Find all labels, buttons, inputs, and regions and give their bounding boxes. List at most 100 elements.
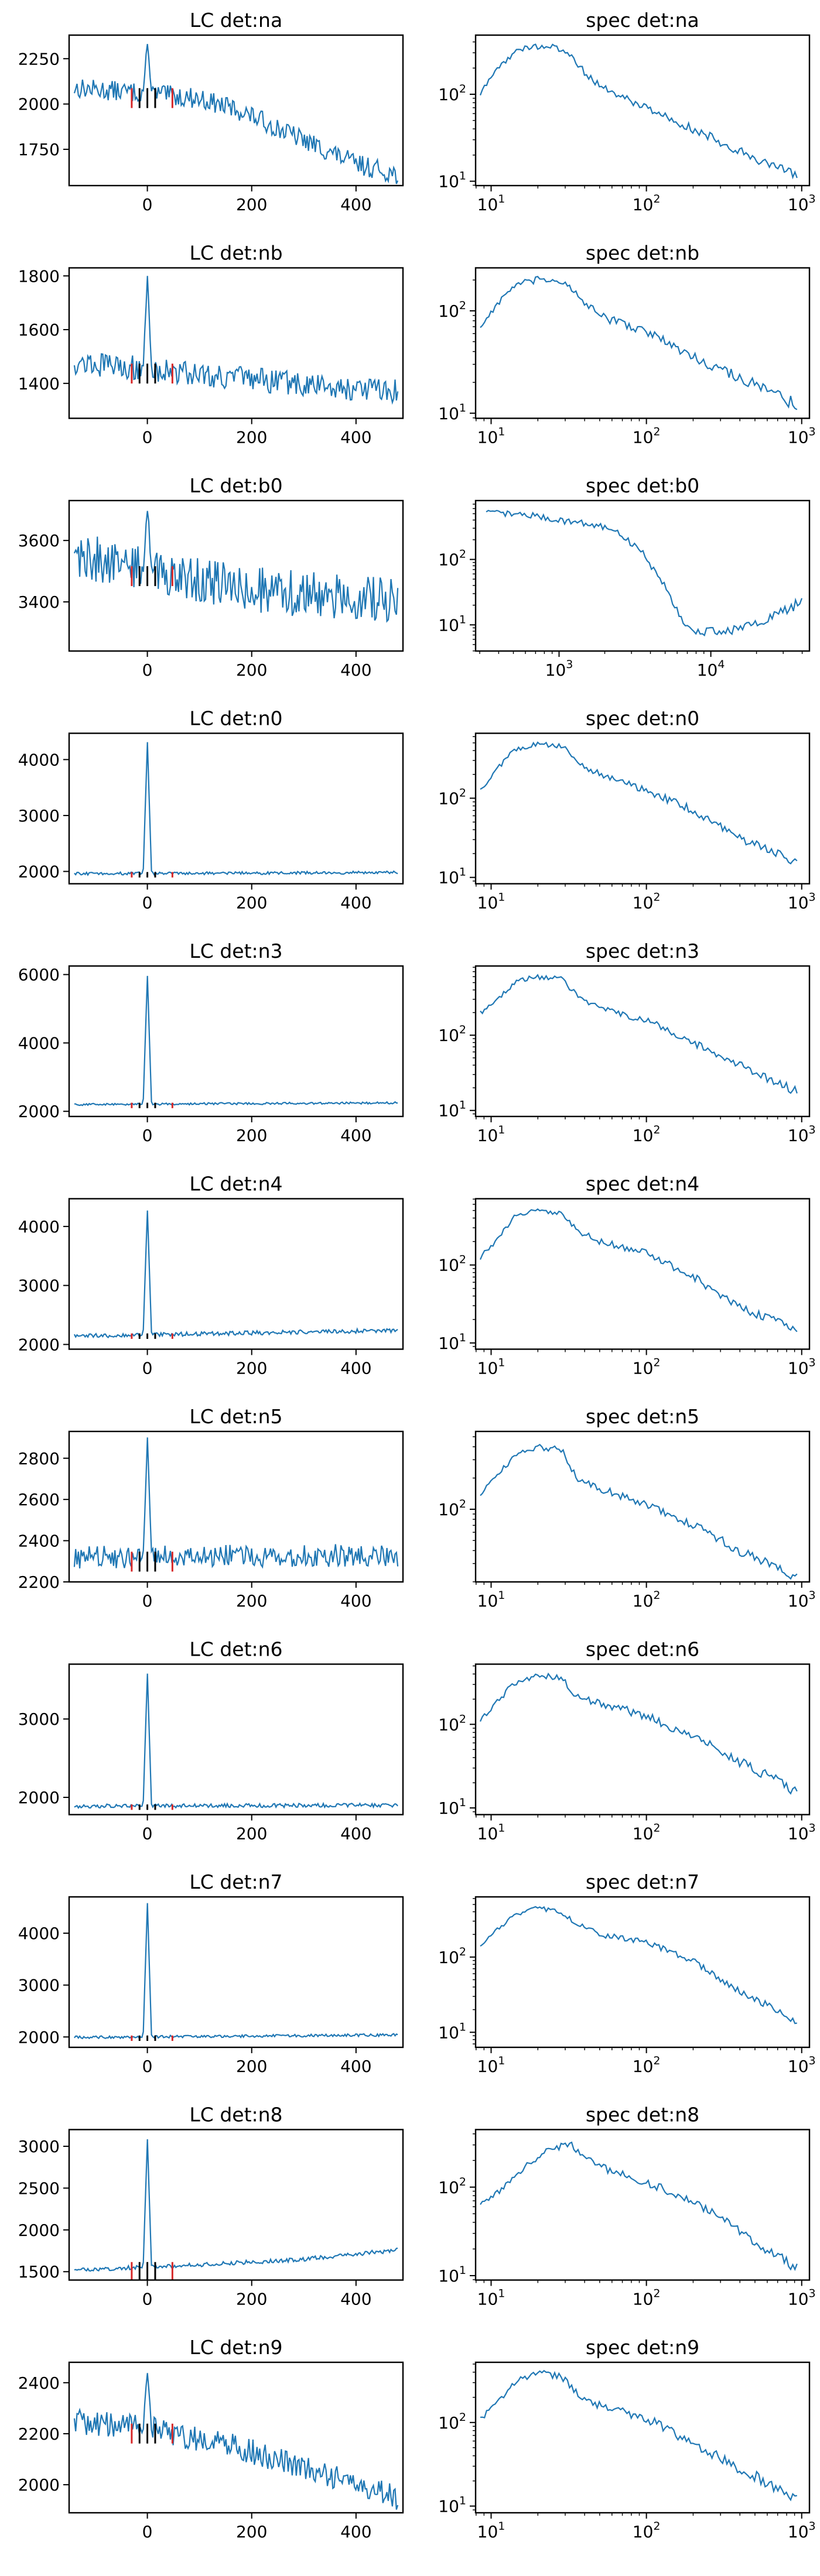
light-curve-series [74,2139,398,2272]
x-tick-label: 102 [633,2287,661,2309]
spec-panel: spec det:n4 101 102 103 101 102 [438,1173,815,1378]
axes-frame [68,965,404,1118]
x-tick-label: 103 [788,426,816,447]
y-tick-label: 102 [438,1498,466,1519]
y-tick-label: 2250 [18,49,60,68]
panel-title: spec det:n4 [586,1173,699,1195]
panel-title: LC det:n8 [189,2104,282,2126]
x-tick-label: 200 [236,893,267,913]
y-tick-label: 1800 [18,266,60,286]
y-tick-label: 102 [438,299,466,321]
x-tick-label: 103 [788,891,816,913]
x-tick-label: 102 [633,193,661,214]
x-tick-label: 103 [788,1356,816,1378]
panel-title: spec det:n6 [586,1638,699,1661]
x-tick-label: 103 [788,1822,816,1844]
panel-title: spec det:n8 [586,2104,699,2126]
y-tick-label: 2200 [18,2424,60,2444]
x-tick-label: 101 [477,1123,505,1145]
x-tick-label: 400 [340,893,371,913]
spectrum-series [480,2369,797,2502]
y-tick-label: 3600 [18,531,60,550]
y-tick-label: 101 [438,2264,466,2286]
y-tick-label: 2000 [18,1788,60,1807]
axes-frame [474,2129,811,2281]
y-tick-label: 101 [438,1796,466,1818]
y-tick-label: 2400 [18,2373,60,2393]
y-tick-label: 4000 [18,1033,60,1053]
lc-panel: LC det:na 0 200 400 1750 2000 2250 [18,9,404,214]
light-curve-series [73,276,399,405]
y-tick-label: 4000 [18,1924,60,1943]
panel-title: LC det:n5 [189,1405,282,1428]
y-tick-label: 101 [438,1099,466,1121]
spec-panel: spec det:n7 101 102 103 101 102 [438,1871,815,2076]
x-tick-label: 101 [477,1356,505,1378]
spec-panel: spec det:n6 101 102 103 101 102 [438,1638,815,1844]
x-tick-label: 200 [236,2522,267,2541]
x-tick-label: 200 [236,1359,267,1378]
lc-panel: LC det:n9 0 200 400 2000 2200 2400 [18,2336,404,2541]
axes-frame [68,1663,404,1815]
y-tick-label: 4000 [18,750,60,769]
axes-frame [474,965,811,1118]
spectrum-series [480,1444,798,1580]
y-tick-label: 102 [438,786,466,808]
x-tick-label: 104 [697,658,725,680]
x-tick-label: 0 [142,1359,153,1378]
y-tick-label: 2200 [18,1573,60,1592]
panel-title: spec det:n0 [586,707,699,730]
x-tick-label: 102 [633,1589,661,1611]
y-tick-label: 1400 [18,374,60,393]
x-tick-label: 200 [236,2057,267,2076]
light-curve-series [73,1210,398,1339]
axes-frame [474,267,811,419]
x-tick-label: 101 [477,2520,505,2541]
lc-panel: LC det:n0 0 200 400 2000 3000 4000 [18,707,404,913]
x-tick-label: 400 [340,1591,371,1611]
lc-panel: LC det:n4 0 200 400 2000 3000 4000 [18,1173,404,1378]
x-tick-label: 200 [236,195,267,214]
x-tick-label: 200 [236,1591,267,1611]
y-tick-label: 3000 [18,1276,60,1296]
light-curve-series [74,1673,398,1809]
x-tick-label: 102 [633,426,661,447]
axes-frame [474,34,811,187]
lc-panel: LC det:nb 0 200 400 1400 1600 1800 [18,242,404,447]
y-tick-label: 2000 [18,2027,60,2047]
y-tick-label: 2000 [18,95,60,114]
x-tick-label: 102 [633,1822,661,1844]
spectrum-series [480,741,798,865]
x-tick-label: 400 [340,428,371,447]
y-tick-label: 1500 [18,2262,60,2282]
lc-panel: LC det:b0 0 200 400 3400 3600 [18,474,404,680]
spectrum-series [479,43,798,180]
x-tick-label: 103 [788,1589,816,1611]
axes-frame [68,2361,404,2514]
y-tick-label: 101 [438,2495,466,2516]
lc-panel: LC det:n3 0 200 400 2000 4000 6000 [18,940,404,1145]
y-tick-label: 1600 [18,320,60,340]
y-tick-label: 102 [438,2176,466,2197]
x-tick-label: 200 [236,660,267,680]
panel-title: spec det:nb [586,242,699,265]
x-tick-label: 400 [340,2522,371,2541]
x-tick-label: 0 [142,1126,153,1145]
spec-panel: spec det:n8 101 102 103 101 102 [438,2104,815,2309]
y-tick-label: 101 [438,866,466,888]
x-tick-label: 0 [142,428,153,447]
x-tick-label: 101 [477,193,505,214]
light-curve-series [74,1903,398,2040]
spectrum-series [479,1672,798,1795]
y-tick-label: 101 [438,613,466,635]
y-tick-label: 2800 [18,1449,60,1468]
y-tick-label: 4000 [18,1217,60,1236]
x-tick-label: 101 [477,891,505,913]
x-tick-label: 200 [236,1824,267,1844]
axes-frame [68,1430,404,1583]
y-tick-label: 3000 [18,1710,60,1729]
light-curve-series [74,742,398,876]
spec-panel: spec det:n3 101 102 103 101 102 [438,940,815,1145]
panel-title: LC det:n4 [189,1173,282,1195]
